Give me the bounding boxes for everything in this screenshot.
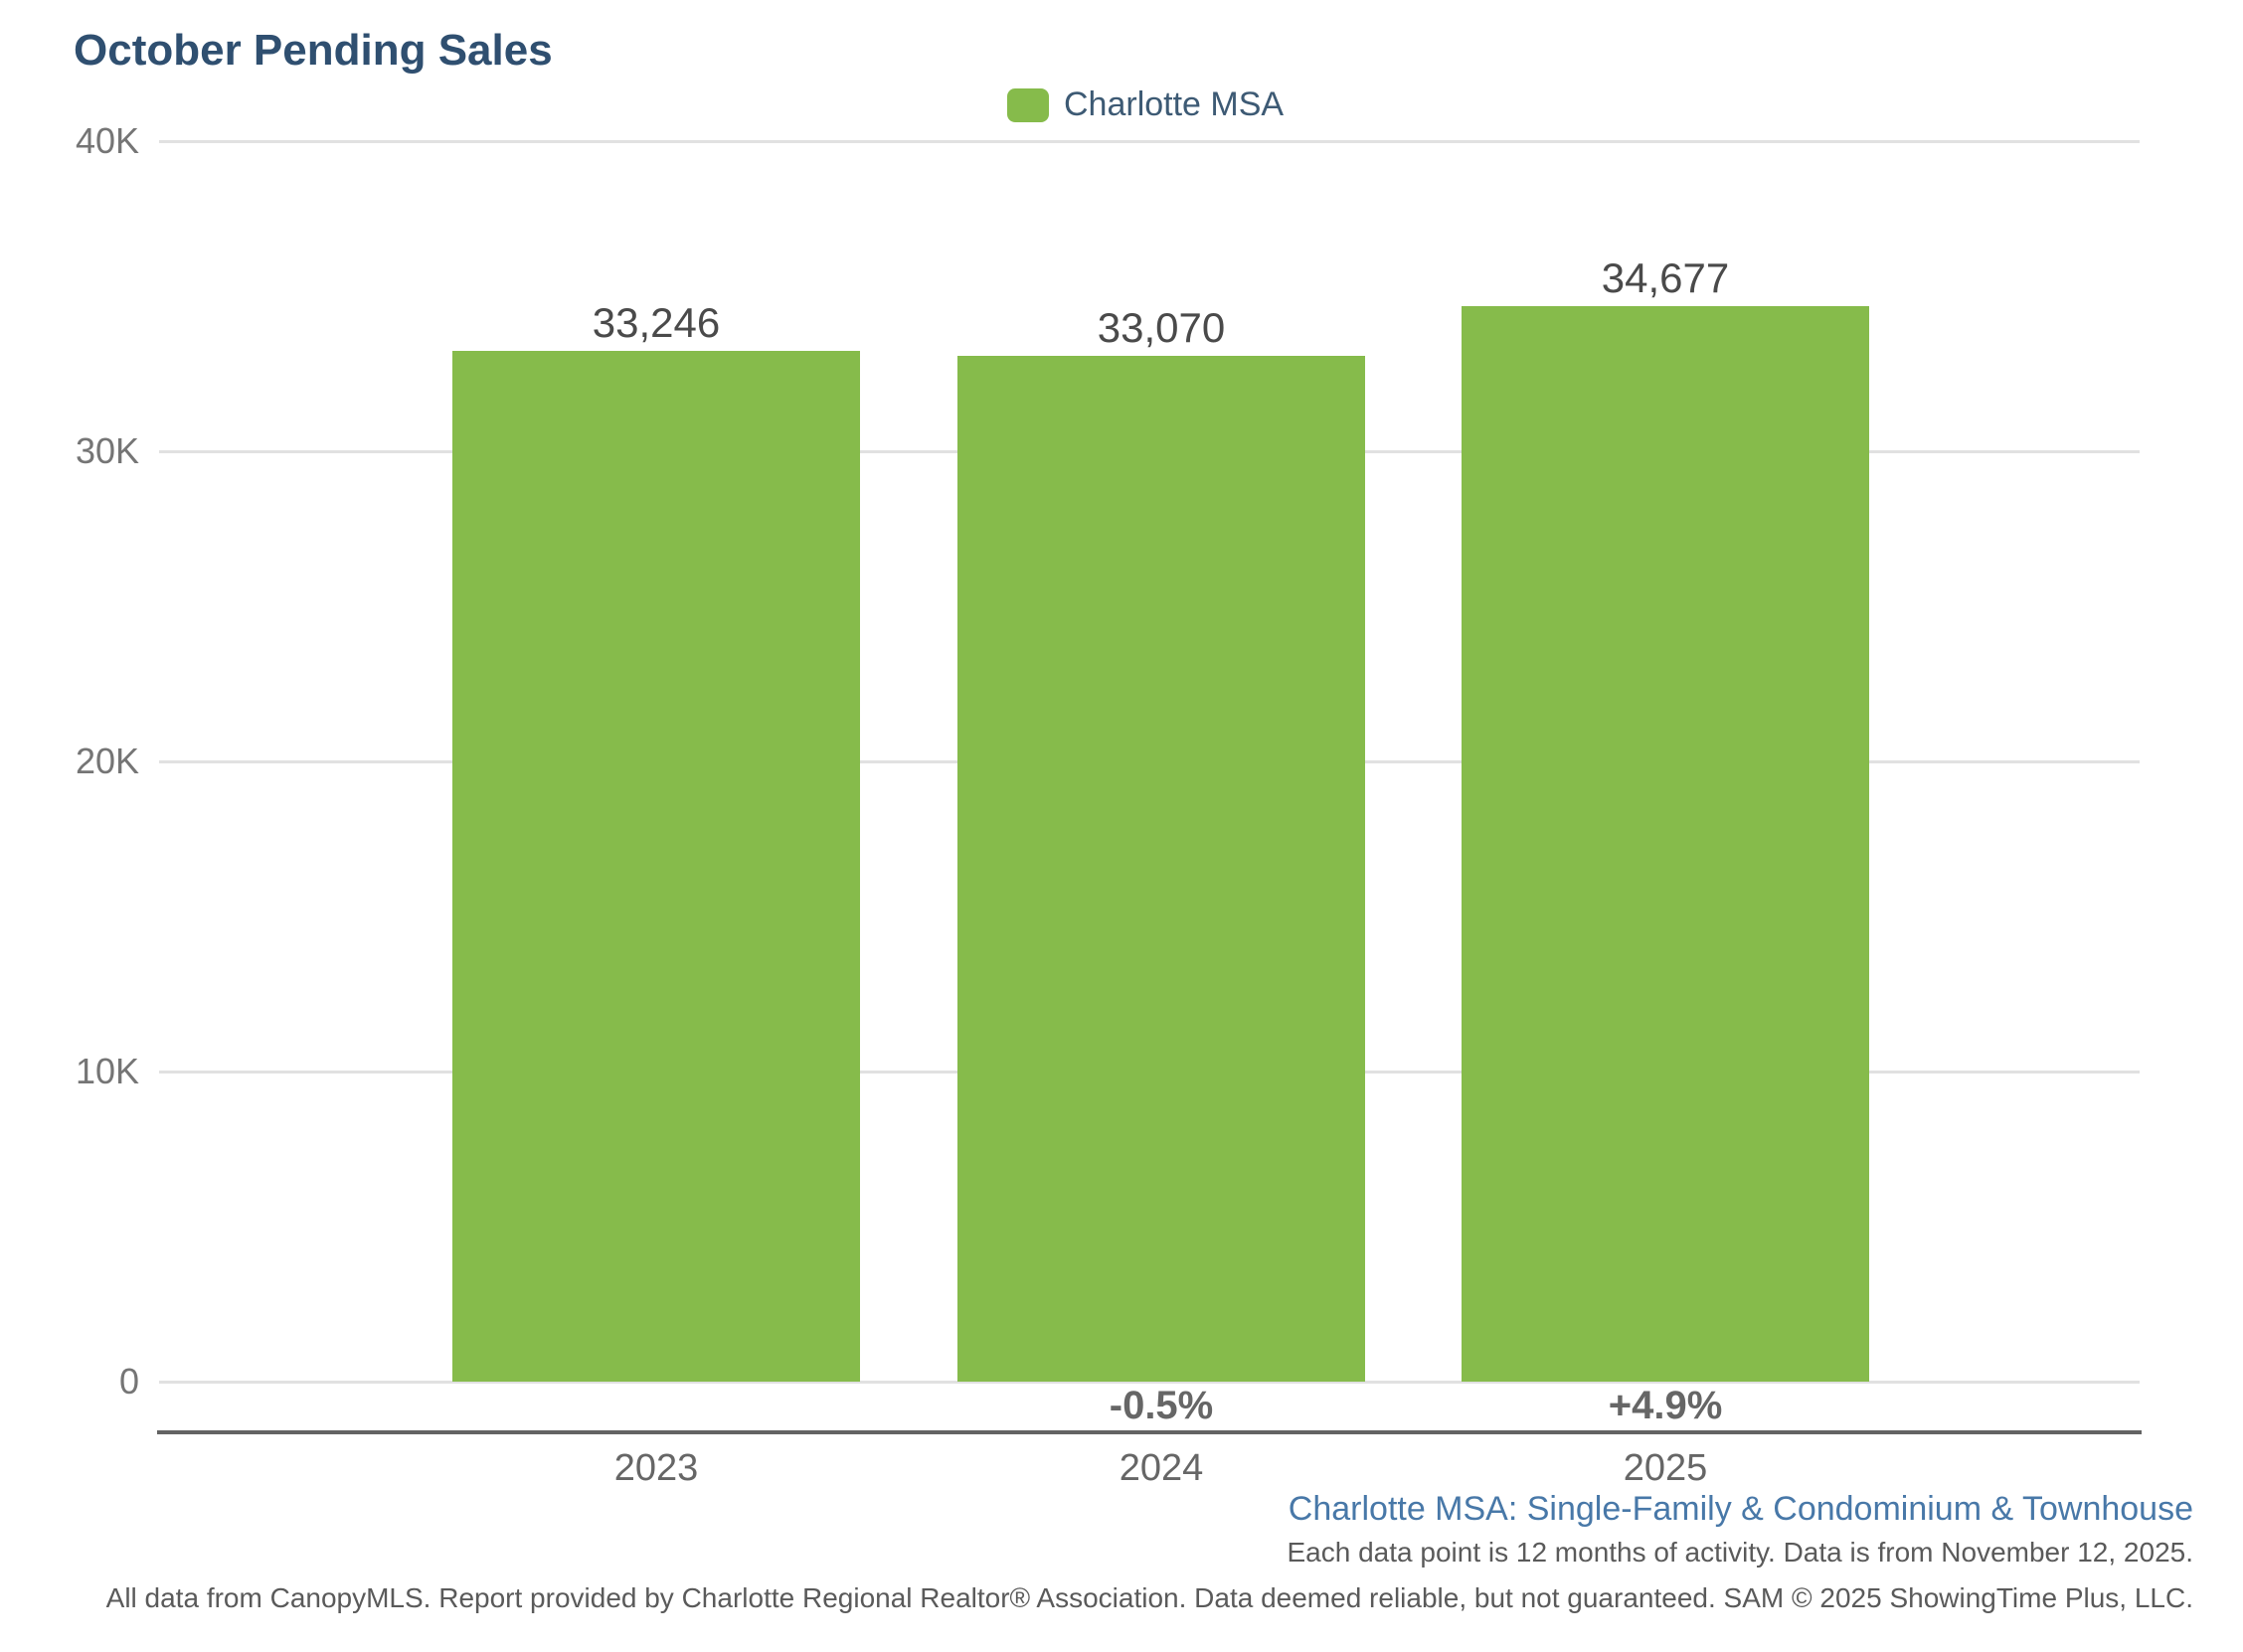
- x-axis-label-2023: 2023: [613, 1447, 699, 1489]
- bar-value-label-2023: 33,246: [592, 298, 721, 346]
- y-tick-label-10k: 10K: [75, 1051, 139, 1091]
- bar-value-label-2025: 34,677: [1601, 254, 1730, 302]
- gridline-0: [159, 1381, 2140, 1384]
- bar-2024[interactable]: [957, 356, 1365, 1382]
- bar-2025[interactable]: [1462, 306, 1869, 1382]
- x-axis-line: [157, 1430, 2142, 1434]
- bar-value-label-2024: 33,070: [1097, 304, 1226, 352]
- pct-change-label-2025: +4.9%: [1608, 1384, 1723, 1427]
- segment-footnote: Charlotte MSA: Single-Family & Condomini…: [1288, 1490, 2193, 1528]
- x-axis-label-2025: 2025: [1623, 1447, 1708, 1489]
- y-tick-label-30k: 30K: [75, 430, 139, 471]
- disclaimer-footer: All data from CanopyMLS. Report provided…: [105, 1582, 2193, 1613]
- legend-swatch-icon: [1007, 87, 1049, 122]
- chart-title: October Pending Sales: [74, 26, 553, 75]
- gridline-40k: [159, 140, 2140, 143]
- legend-item-charlotte-msa[interactable]: Charlotte MSA: [1007, 85, 1284, 124]
- x-axis-label-2024: 2024: [1119, 1447, 1204, 1489]
- bar-2023[interactable]: [452, 350, 860, 1382]
- y-tick-label-40k: 40K: [75, 120, 139, 161]
- legend-label: Charlotte MSA: [1064, 85, 1285, 123]
- pct-change-label-2024: -0.5%: [1109, 1384, 1214, 1427]
- y-tick-label-0: 0: [118, 1361, 139, 1402]
- y-tick-label-20k: 20K: [75, 741, 139, 781]
- data-date-footnote: Each data point is 12 months of activity…: [1287, 1537, 2194, 1568]
